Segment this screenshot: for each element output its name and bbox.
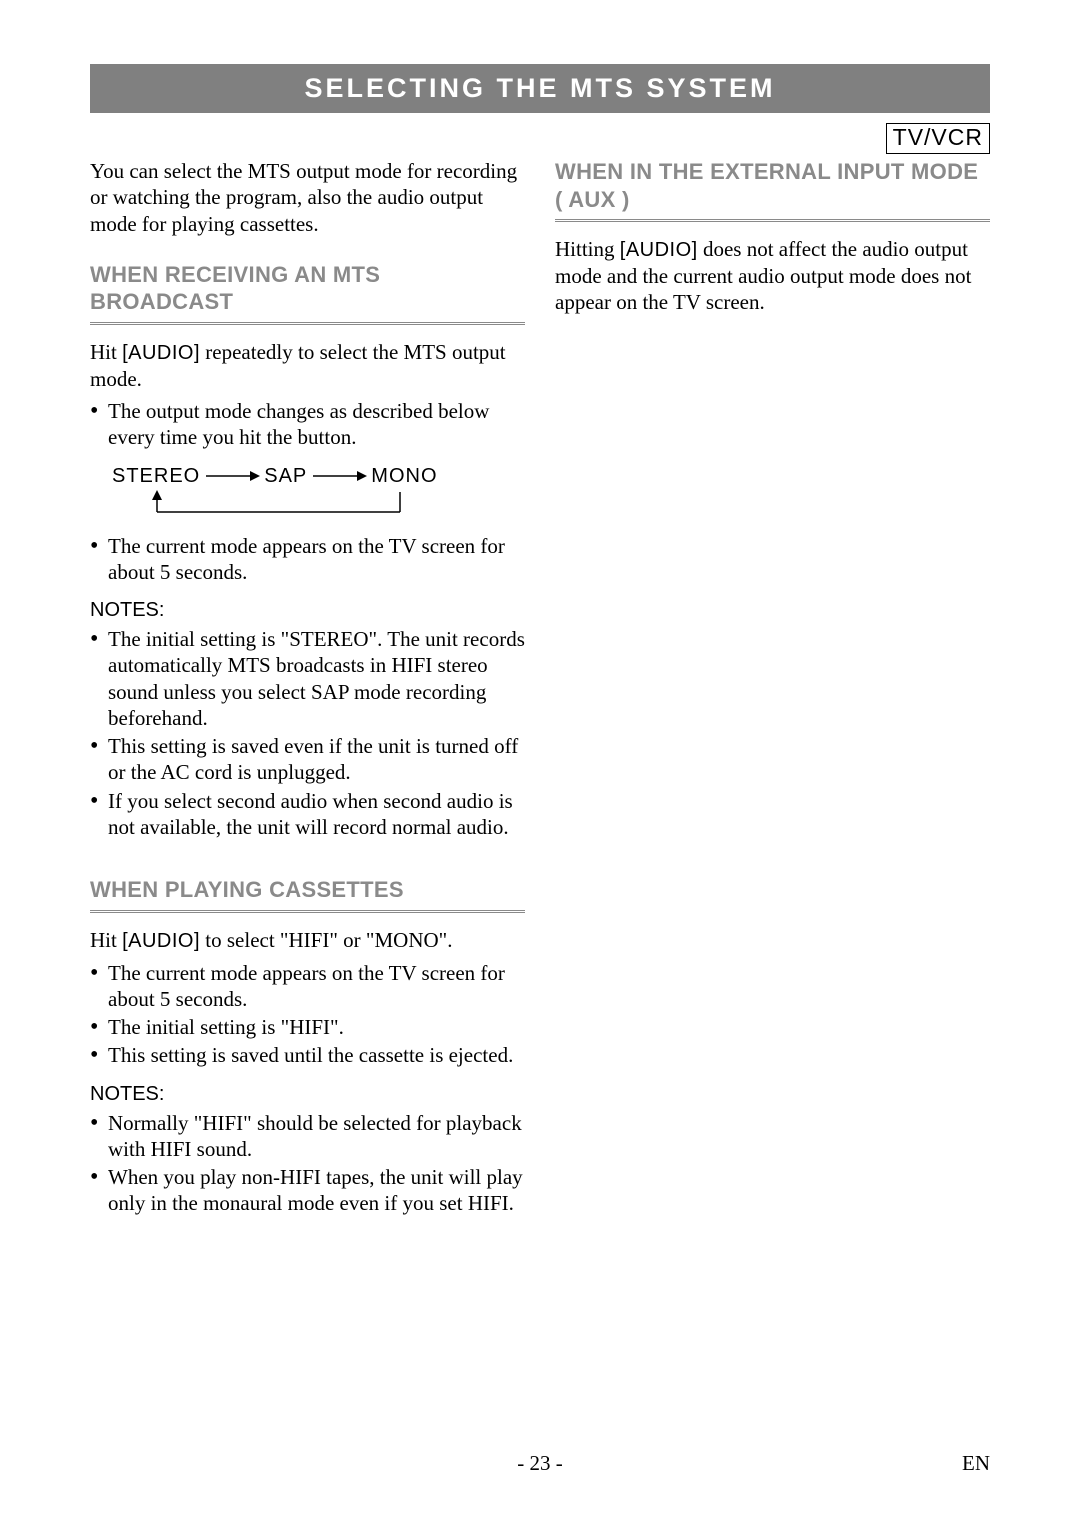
mode-mono: MONO — [371, 465, 437, 488]
list-item: The current mode appears on the TV scree… — [90, 960, 525, 1013]
list-item: If you select second audio when second a… — [90, 788, 525, 841]
right-column: WHEN IN THE EXTERNAL INPUT MODE ( AUX ) … — [555, 158, 990, 1231]
section-header-broadcast: WHEN RECEIVING AN MTS BROADCAST — [90, 261, 525, 325]
page: SELECTING THE MTS SYSTEM TV/VCR You can … — [0, 0, 1080, 1281]
notes-label: NOTES: — [90, 599, 525, 622]
intro-text: You can select the MTS output mode for r… — [90, 158, 525, 237]
text: to select "HIFI" or "MONO". — [200, 928, 452, 952]
audio-key: [AUDIO] — [122, 930, 200, 952]
mode-sap: SAP — [264, 465, 307, 488]
list-item: The initial setting is "HIFI". — [90, 1014, 525, 1040]
list-item: When you play non-HIFI tapes, the unit w… — [90, 1164, 525, 1217]
sec1-notes: The initial setting is "STEREO". The uni… — [90, 626, 525, 840]
list-item: The output mode changes as described bel… — [90, 398, 525, 451]
sec1-bullets-a: The output mode changes as described bel… — [90, 398, 525, 451]
sec2-instruction: Hit [AUDIO] to select "HIFI" or "MONO". — [90, 927, 525, 954]
mode-cycle-diagram: STEREO SAP MONO — [112, 465, 525, 521]
sec1-bullets-b: The current mode appears on the TV scree… — [90, 533, 525, 586]
list-item: This setting is saved until the cassette… — [90, 1042, 525, 1068]
device-badge: TV/VCR — [886, 123, 990, 154]
sec1-instruction: Hit [AUDIO] repeatedly to select the MTS… — [90, 339, 525, 392]
text: Hit — [90, 340, 122, 364]
audio-key: [AUDIO] — [620, 239, 698, 261]
list-item: Normally "HIFI" should be selected for p… — [90, 1110, 525, 1163]
notes-label: NOTES: — [90, 1083, 525, 1106]
text: Hitting — [555, 237, 620, 261]
badge-row: TV/VCR — [90, 123, 990, 154]
list-item: The initial setting is "STEREO". The uni… — [90, 626, 525, 731]
sec2-bullets: The current mode appears on the TV scree… — [90, 960, 525, 1069]
section-header-aux: WHEN IN THE EXTERNAL INPUT MODE ( AUX ) — [555, 158, 990, 222]
section-header-cassettes: WHEN PLAYING CASSETTES — [90, 876, 525, 913]
audio-key: [AUDIO] — [122, 342, 200, 364]
mode-stereo: STEREO — [112, 465, 200, 488]
page-number: - 23 - — [517, 1451, 563, 1476]
cycle-return-arrow — [152, 490, 525, 521]
language-code: EN — [962, 1451, 990, 1476]
two-column-layout: You can select the MTS output mode for r… — [90, 158, 990, 1231]
page-title: SELECTING THE MTS SYSTEM — [304, 73, 775, 103]
page-title-bar: SELECTING THE MTS SYSTEM — [90, 64, 990, 113]
arrow-right-icon — [204, 469, 260, 483]
cycle-row: STEREO SAP MONO — [112, 465, 525, 488]
sec3-text: Hitting [AUDIO] does not affect the audi… — [555, 236, 990, 316]
sec2-notes: Normally "HIFI" should be selected for p… — [90, 1110, 525, 1217]
list-item: The current mode appears on the TV scree… — [90, 533, 525, 586]
left-column: You can select the MTS output mode for r… — [90, 158, 525, 1231]
list-item: This setting is saved even if the unit i… — [90, 733, 525, 786]
text: Hit — [90, 928, 122, 952]
arrow-right-icon — [311, 469, 367, 483]
page-footer: - 23 - EN — [0, 1451, 1080, 1476]
